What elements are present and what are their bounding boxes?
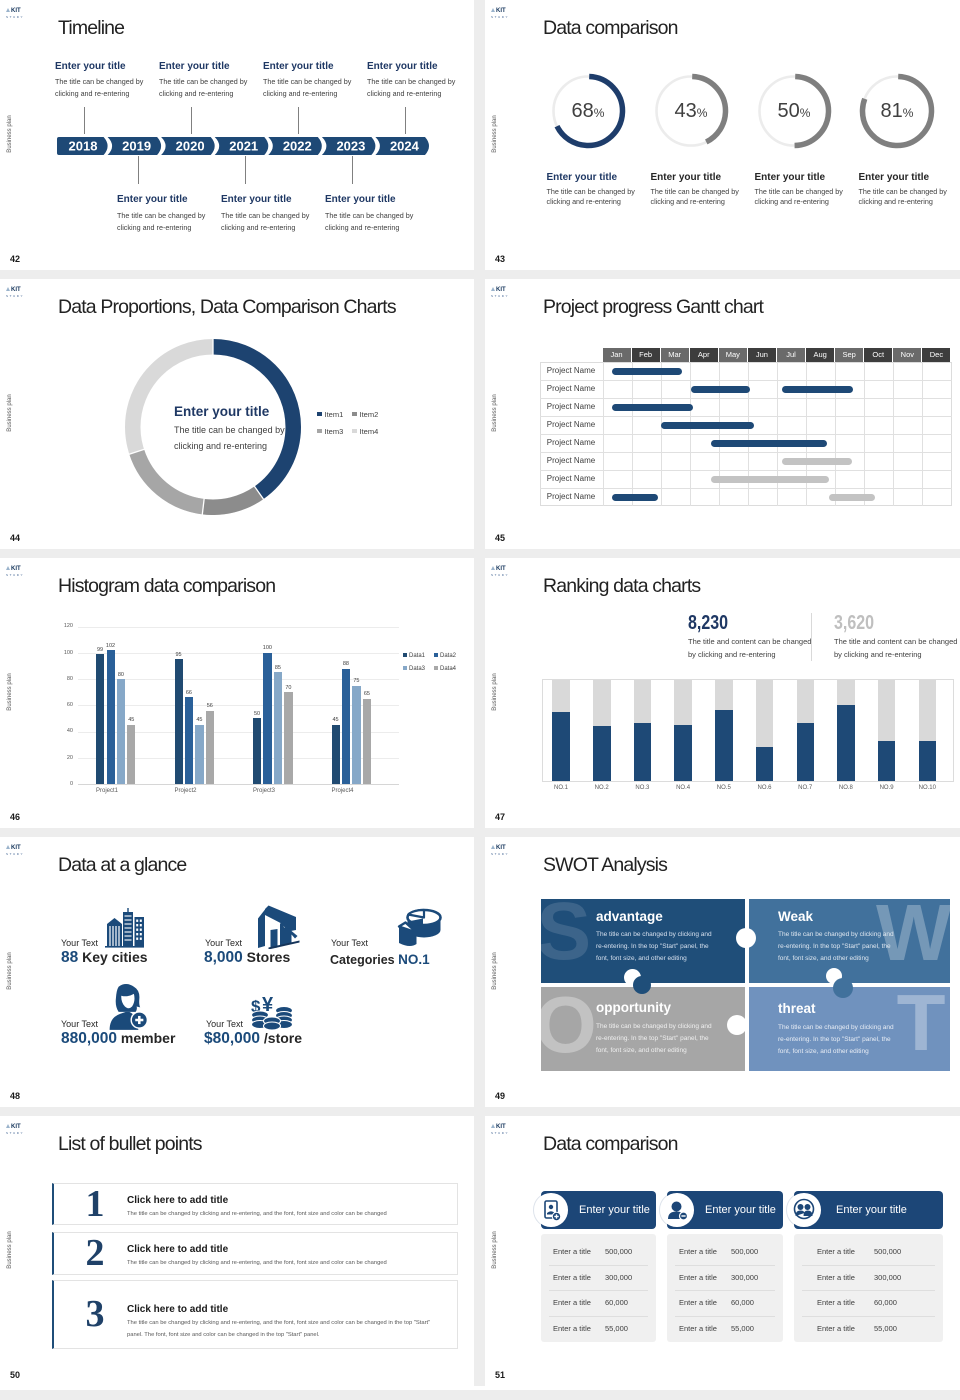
svg-text:$: $ (251, 997, 261, 1016)
svg-text:2020: 2020 (176, 138, 205, 153)
svg-text:2022: 2022 (283, 138, 312, 153)
svg-text:2021: 2021 (229, 138, 258, 153)
svg-text:2024: 2024 (390, 138, 420, 153)
svg-text:2019: 2019 (122, 138, 151, 153)
svg-text:2018: 2018 (69, 138, 98, 153)
svg-text:2023: 2023 (336, 138, 365, 153)
svg-text:¥: ¥ (262, 994, 274, 1016)
